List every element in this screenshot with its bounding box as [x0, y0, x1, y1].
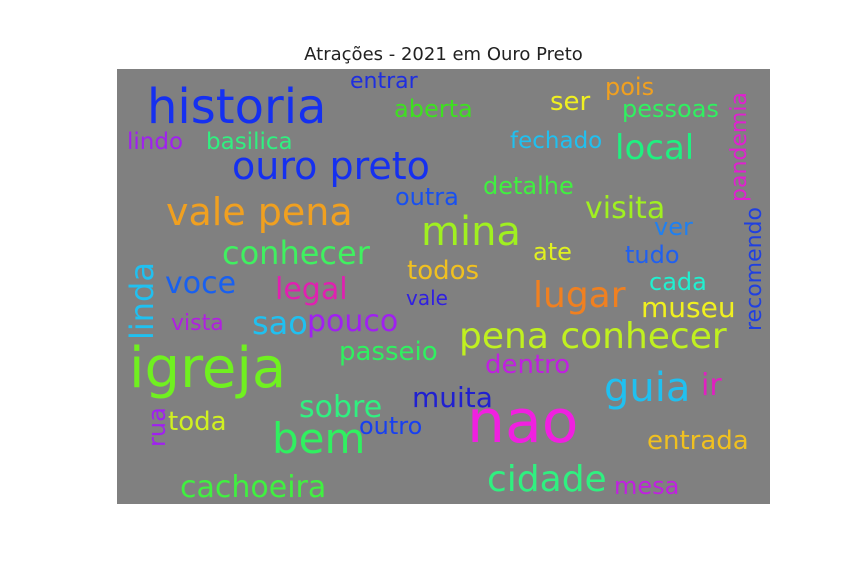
word-local: local [615, 128, 695, 168]
word-igreja: igreja [129, 336, 287, 401]
word-outro: outro [359, 412, 423, 440]
word-sao: sao [252, 304, 308, 342]
word-cidade: cidade [487, 459, 607, 500]
word-sobre: sobre [299, 390, 383, 425]
word-cachoeira: cachoeira [180, 470, 327, 504]
word-mesa: mesa [614, 472, 680, 500]
word-dentro: dentro [485, 350, 571, 380]
word-ate: ate [533, 238, 572, 266]
word-muita: muita [412, 381, 493, 414]
word-basilica: basilica [206, 129, 293, 155]
word-entrar: entrar [350, 69, 418, 94]
word-voce: voce [165, 266, 237, 301]
word-pouco: pouco [307, 304, 399, 339]
word-vista: vista [171, 311, 224, 336]
word-vale: vale [406, 286, 448, 310]
word-historia: historia [147, 79, 327, 135]
word-cada: cada [649, 268, 707, 296]
word-conhecer: conhecer [222, 234, 370, 272]
word-ver: ver [654, 213, 693, 241]
word-lugar: lugar [533, 275, 626, 316]
word-legal: legal [275, 272, 348, 307]
word-pandemia: pandemia [727, 92, 752, 202]
word-entrada: entrada [647, 426, 749, 456]
word-pena-conhecer: pena conhecer [459, 316, 727, 357]
word-passeio: passeio [339, 337, 438, 367]
word-guia: guia [604, 365, 691, 411]
word-mina: mina [421, 209, 521, 255]
word-pois: pois [605, 73, 655, 101]
word-rua: rua [143, 407, 171, 447]
word-bem: bem [272, 414, 366, 463]
word-outra: outra [395, 183, 459, 211]
word-todos: todos [407, 256, 480, 286]
word-pessoas: pessoas [622, 95, 719, 123]
word-aberta: aberta [394, 95, 473, 123]
word-cloud: historia entrar aberta ser pois pessoas pandem… [117, 69, 770, 504]
word-ser: ser [550, 87, 591, 117]
word-vale-pena: vale pena [166, 190, 353, 234]
word-museu: museu [641, 291, 736, 324]
word-ir: ir [701, 368, 722, 403]
word-linda: linda [123, 262, 161, 340]
chart-title: Atrações - 2021 em Ouro Preto [304, 44, 583, 65]
word-lindo: lindo [127, 129, 184, 155]
word-ouro-preto: ouro preto [232, 144, 430, 188]
word-fechado: fechado [510, 128, 603, 154]
word-tudo: tudo [625, 241, 680, 269]
word-recomendo: recomendo [742, 207, 767, 331]
word-visita: visita [585, 191, 666, 226]
word-nao: nao [467, 387, 579, 457]
word-detalhe: detalhe [483, 172, 574, 200]
word-toda: toda [168, 407, 227, 437]
